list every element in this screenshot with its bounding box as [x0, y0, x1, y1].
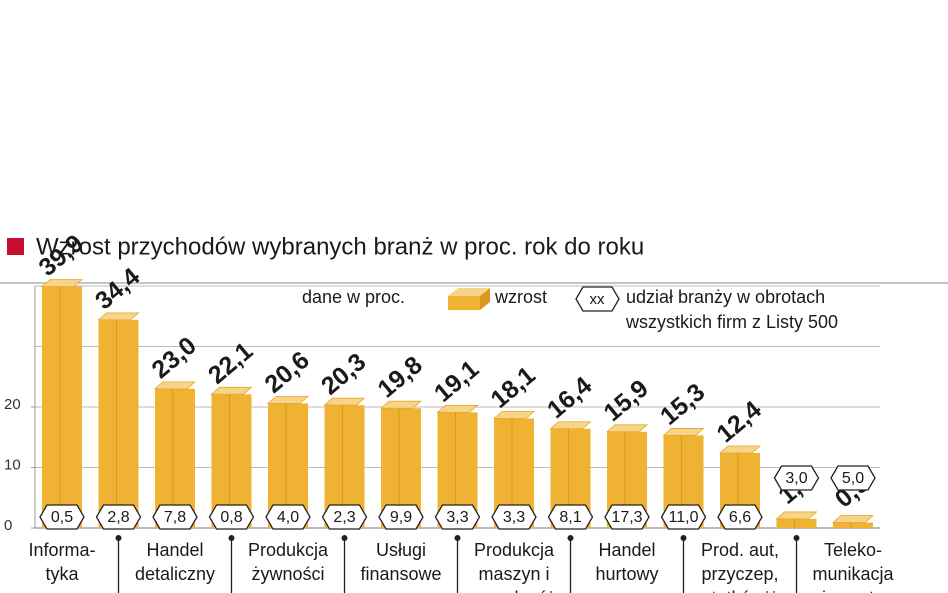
title-marker: [7, 238, 24, 255]
x-tick-label: maszyn i: [478, 564, 549, 584]
bar-front: [776, 518, 817, 528]
x-tick-label: Informa-: [28, 540, 95, 560]
share-label: 5,0: [842, 470, 864, 487]
share-hex: [773, 465, 820, 491]
share-hex: [378, 504, 424, 530]
bar-front: [98, 319, 139, 528]
value-label: 19,8: [372, 351, 427, 404]
bar-top: [605, 424, 649, 433]
x-tick-label: i poczta: [822, 588, 885, 593]
x-tick-label: statków**: [702, 588, 777, 593]
share-hex: [321, 504, 368, 530]
value-label: 15,9: [598, 374, 653, 427]
x-tick-label: Usługi: [376, 540, 426, 560]
legend-growth: wzrost: [494, 287, 547, 307]
bar-top: [153, 381, 197, 390]
y-tick-label: 0: [4, 517, 12, 534]
x-tick-label: przyczep,: [701, 564, 778, 584]
y-tick-label: 20: [4, 396, 21, 413]
x-tick-label: detaliczny: [135, 564, 215, 584]
bar-top: [662, 428, 705, 436]
share-label: 2,8: [107, 509, 129, 526]
legend-share: wszystkich firm z Listy 500: [625, 312, 838, 332]
bar-top: [323, 397, 366, 406]
y-tick-label: 10: [4, 456, 21, 473]
value-label: 18,1: [485, 361, 540, 414]
bar-top: [831, 515, 875, 523]
x-tick-label: Handel: [146, 540, 203, 560]
value-label: 23,0: [146, 331, 201, 384]
share-label: 3,3: [446, 509, 468, 526]
bar-front: [42, 286, 82, 528]
bar-top: [40, 279, 84, 288]
bar-top: [436, 405, 479, 413]
bar-top: [97, 312, 140, 321]
share-label: 0,5: [51, 509, 73, 526]
legend-swatch: [448, 288, 490, 310]
bar-top: [492, 411, 536, 419]
share-label: 3,0: [785, 470, 807, 487]
bar-top: [549, 421, 592, 430]
share-hex: [152, 504, 198, 530]
share-label: 2,3: [333, 509, 355, 526]
x-tick-label: Handel: [598, 540, 655, 560]
bar-top: [775, 511, 818, 520]
share-label: 0,8: [220, 509, 242, 526]
share-hex: [95, 504, 142, 530]
share-label: 8,1: [559, 509, 581, 526]
share-hex: [265, 504, 311, 530]
chart-title: Wzrost przychodów wybranych branż w proc…: [36, 233, 644, 260]
bar: [97, 312, 140, 528]
bar-top: [718, 445, 762, 454]
x-tick-label: finansowe: [360, 564, 441, 584]
share-hex: [39, 504, 85, 530]
share-hex: [660, 504, 707, 530]
bar: [40, 279, 84, 528]
value-label: 12,4: [711, 395, 766, 448]
share-label: 17,3: [611, 509, 642, 526]
value-label: 34,4: [90, 262, 145, 315]
x-tick-label: Teleko-: [824, 540, 882, 560]
share-hex: [491, 504, 537, 530]
bar-top: [210, 386, 253, 395]
x-tick-label: hurtowy: [595, 564, 658, 584]
share-label: 7,8: [164, 509, 186, 526]
legend-share-symbol: xx: [590, 291, 606, 308]
share-hex: [434, 504, 481, 530]
x-tick-label: żywności: [251, 564, 324, 584]
share-hex: [547, 504, 594, 530]
legend-units: dane w proc.: [302, 287, 405, 307]
legend-share: udział branży w obrotach: [626, 287, 825, 307]
bar: [775, 511, 818, 528]
value-label: 20,6: [259, 346, 314, 399]
x-tick-label: munikacja: [812, 564, 894, 584]
share-hex: [717, 504, 763, 530]
bar-front: [833, 522, 873, 528]
value-label: 19,1: [429, 355, 484, 408]
share-label: 3,3: [503, 509, 525, 526]
bar: [831, 515, 875, 528]
share-label: 4,0: [277, 509, 299, 526]
x-tick-label: urządzeń*: [473, 588, 554, 593]
share-label: 11,0: [669, 509, 699, 526]
share-hex: [604, 504, 650, 530]
legend-hex: [575, 286, 620, 312]
share-label: 6,6: [729, 509, 751, 526]
x-tick-label: Prod. aut,: [701, 540, 779, 560]
value-label: 16,4: [542, 371, 597, 424]
bar-top: [266, 395, 310, 404]
x-tick-label: tyka: [45, 564, 79, 584]
value-label: 22,1: [203, 337, 258, 390]
bar-top: [379, 400, 423, 409]
x-tick-label: Produkcja: [248, 540, 329, 560]
share-hex: [208, 504, 255, 530]
value-label: 20,3: [316, 348, 371, 401]
share-label: 9,9: [390, 509, 412, 526]
x-tick-label: Produkcja: [474, 540, 555, 560]
value-label: 15,3: [655, 378, 710, 431]
share-hex: [830, 465, 876, 491]
